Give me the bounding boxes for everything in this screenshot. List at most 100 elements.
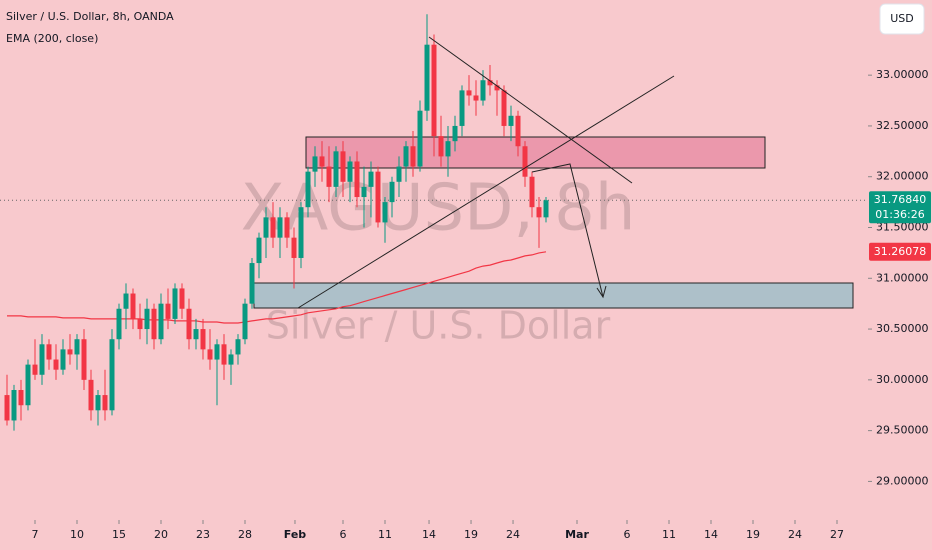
candle-body xyxy=(270,217,276,238)
arrow-head xyxy=(596,285,607,299)
candle-body xyxy=(326,166,332,187)
currency-label[interactable]: USD xyxy=(890,12,914,25)
x-tick-label: 11 xyxy=(662,528,676,541)
candle-body xyxy=(410,146,416,167)
candle-body xyxy=(403,146,409,167)
drawings-lines xyxy=(297,36,675,309)
x-tick-label: 7 xyxy=(32,528,39,541)
candle-body xyxy=(347,161,353,182)
candle-body xyxy=(214,344,220,360)
candle-body xyxy=(473,95,479,101)
candle-body xyxy=(74,339,80,355)
symbol-title: Silver / U.S. Dollar, 8h, OANDA xyxy=(6,10,174,23)
x-tick-label: 23 xyxy=(196,528,210,541)
indicator-label: EMA (200, close) xyxy=(6,32,98,45)
candle-body xyxy=(438,136,444,157)
trend-line xyxy=(297,75,675,309)
candle-body xyxy=(60,349,66,370)
x-tick-label: 24 xyxy=(788,528,802,541)
candle-body xyxy=(88,379,94,411)
candle-body xyxy=(207,349,213,360)
candle-body xyxy=(39,344,45,375)
candle-body xyxy=(445,141,451,157)
x-tick-label: 15 xyxy=(112,528,126,541)
candle-body xyxy=(361,186,367,198)
candle-body xyxy=(53,359,59,370)
candle-body xyxy=(452,125,458,142)
candle-body xyxy=(494,85,500,91)
trend-line xyxy=(428,36,633,184)
arrow-path xyxy=(531,163,604,298)
candle-body xyxy=(340,151,346,182)
candle-body xyxy=(102,395,108,411)
candle-body xyxy=(424,44,430,111)
candle-body xyxy=(396,166,402,182)
candle-body xyxy=(354,161,360,198)
candle-body xyxy=(298,207,304,258)
x-tick-label: 11 xyxy=(378,528,392,541)
candle-body xyxy=(46,344,52,360)
last-price-box xyxy=(869,191,931,224)
x-tick-label: 27 xyxy=(830,528,844,541)
x-tick-label: 19 xyxy=(464,528,478,541)
candle-body xyxy=(417,110,423,167)
watermark-layer: XAGUSD, 8h Silver / U.S. Dollar xyxy=(241,172,636,348)
ema-price-box xyxy=(869,242,931,261)
x-tick-label: 19 xyxy=(746,528,760,541)
drawings xyxy=(253,136,854,309)
candle-body xyxy=(144,308,150,330)
candle-body xyxy=(249,263,255,304)
candle-body xyxy=(186,308,192,340)
candle-body xyxy=(81,339,87,380)
ema-price-label: 31.26078 xyxy=(874,245,927,258)
candle-body xyxy=(375,171,381,223)
candle-body xyxy=(95,395,101,411)
support-zone xyxy=(253,282,854,309)
x-tick-label: 10 xyxy=(70,528,84,541)
x-tick-label: Mar xyxy=(565,528,589,541)
candle-body xyxy=(543,200,549,218)
resistance-zone xyxy=(305,136,766,169)
candle-body xyxy=(389,181,395,203)
x-tick-label: 20 xyxy=(154,528,168,541)
candle-body xyxy=(515,115,521,147)
y-tick-label: 31.00000 xyxy=(876,271,929,284)
candle-body xyxy=(165,303,171,319)
candle-body xyxy=(67,349,73,355)
candle-body xyxy=(221,344,227,365)
candle-body xyxy=(172,288,178,319)
candle-body xyxy=(382,202,388,223)
candle-body xyxy=(536,207,542,218)
x-tick-label: 24 xyxy=(506,528,520,541)
candle-body xyxy=(116,308,122,340)
candle-body xyxy=(11,390,17,421)
candle-body xyxy=(466,90,472,96)
candle-body xyxy=(193,329,199,340)
candle-body xyxy=(4,395,10,421)
x-tick-label: 14 xyxy=(422,528,436,541)
candle-body xyxy=(263,217,269,238)
plot xyxy=(0,14,868,431)
y-tick-label: 33.00000 xyxy=(876,68,929,81)
y-tick-label: 32.50000 xyxy=(876,119,929,132)
x-tick-label: 14 xyxy=(704,528,718,541)
candle-body xyxy=(501,90,507,126)
candle-body xyxy=(179,288,185,309)
currency-button[interactable] xyxy=(879,3,925,35)
y-tick-label: 29.00000 xyxy=(876,474,929,487)
candle-body xyxy=(305,171,311,208)
watermark-subtitle: Silver / U.S. Dollar xyxy=(266,304,611,348)
candle-body xyxy=(480,80,486,101)
x-tick-label: 6 xyxy=(623,528,630,541)
candle-body xyxy=(277,217,283,238)
candle-body xyxy=(431,44,437,137)
candle-body xyxy=(235,339,241,355)
y-tick-label: 32.00000 xyxy=(876,170,929,183)
candle-body xyxy=(312,156,318,172)
candle-body xyxy=(130,293,136,319)
candle-body xyxy=(32,364,38,375)
candle-body xyxy=(158,303,164,340)
candle-body xyxy=(18,390,24,406)
